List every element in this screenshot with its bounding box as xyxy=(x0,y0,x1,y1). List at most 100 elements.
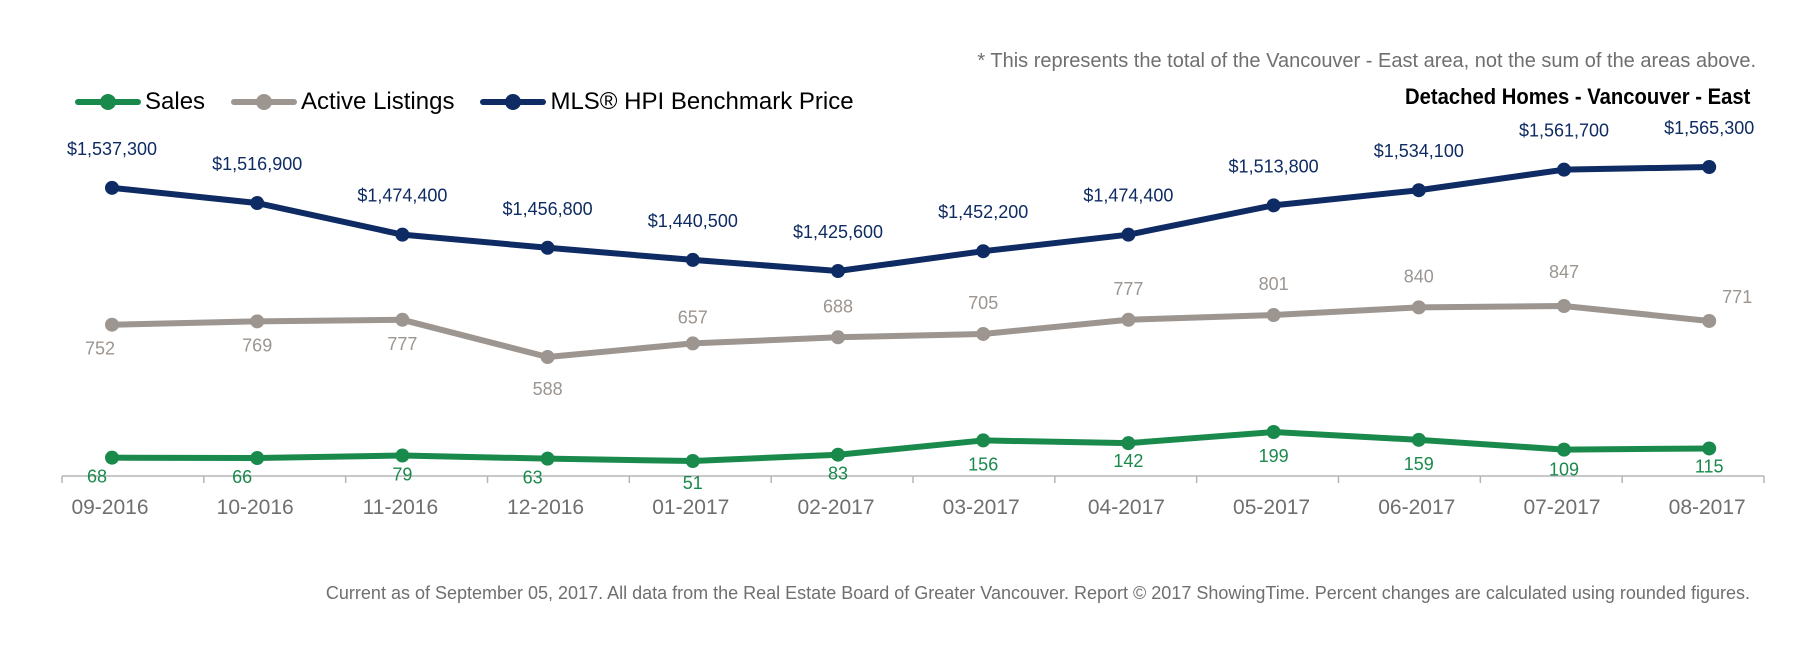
data-point-sales xyxy=(540,451,555,466)
data-point-listings xyxy=(1702,313,1717,328)
data-point-sales xyxy=(1411,432,1426,447)
data-label-hpi: $1,456,800 xyxy=(503,199,593,219)
data-label-hpi: $1,565,300 xyxy=(1664,118,1754,138)
x-tick-label: 06-2017 xyxy=(1378,496,1455,519)
data-point-sales xyxy=(976,433,991,448)
data-point-hpi xyxy=(540,240,555,255)
x-tick-label: 10-2016 xyxy=(217,496,294,519)
series-line-listings xyxy=(109,303,1713,360)
data-point-listings xyxy=(685,336,700,351)
x-tick-label: 12-2016 xyxy=(507,496,584,519)
data-label-hpi: $1,474,400 xyxy=(1083,186,1173,206)
data-point-listings xyxy=(395,312,410,327)
data-label-listings: 769 xyxy=(242,335,272,355)
data-label-sales: 68 xyxy=(87,467,107,487)
data-point-listings xyxy=(1121,312,1136,327)
data-point-sales xyxy=(685,454,700,468)
data-point-sales xyxy=(395,448,410,463)
data-label-listings: 777 xyxy=(387,334,417,354)
data-label-sales: 115 xyxy=(1695,456,1724,476)
data-point-listings xyxy=(976,326,991,341)
series-line-sales xyxy=(109,429,1713,464)
data-label-listings: 752 xyxy=(85,339,115,359)
x-tick-label: 09-2016 xyxy=(71,496,148,519)
data-label-listings: 847 xyxy=(1549,262,1579,282)
data-point-sales xyxy=(1266,425,1281,439)
footnote-area-note: * This represents the total of the Vanco… xyxy=(977,50,1756,72)
legend-label-hpi: MLS® HPI Benchmark Price xyxy=(550,88,854,115)
data-point-hpi xyxy=(1411,183,1426,198)
data-label-sales: 51 xyxy=(683,473,703,493)
data-label-hpi: $1,474,400 xyxy=(357,186,447,206)
data-point-sales xyxy=(831,447,845,462)
data-label-sales: 63 xyxy=(523,468,543,488)
data-label-listings: 840 xyxy=(1404,266,1434,286)
x-tick-label: 08-2017 xyxy=(1669,496,1746,519)
data-label-hpi: $1,516,900 xyxy=(212,154,302,174)
data-label-listings: 771 xyxy=(1722,287,1752,307)
data-label-listings: 705 xyxy=(968,293,998,313)
data-point-sales xyxy=(105,450,119,465)
data-label-listings: 588 xyxy=(533,379,563,399)
data-point-listings xyxy=(831,330,845,345)
legend-item-hpi: MLS® HPI Benchmark Price xyxy=(480,88,854,116)
x-tick-label: 01-2017 xyxy=(652,496,729,519)
data-point-hpi xyxy=(250,196,265,211)
chart-title: Detached Homes - Vancouver - East xyxy=(1404,84,1750,109)
data-label-listings: 777 xyxy=(1113,279,1143,299)
data-point-hpi xyxy=(1266,198,1281,213)
data-point-sales xyxy=(1702,441,1717,456)
data-label-hpi: $1,440,500 xyxy=(648,211,738,231)
x-tick-label: 03-2017 xyxy=(943,496,1020,519)
x-tick-label: 11-2016 xyxy=(363,496,439,519)
data-point-listings xyxy=(1557,299,1571,313)
data-label-sales: 83 xyxy=(828,464,848,484)
data-label-hpi: $1,425,600 xyxy=(793,222,883,242)
legend-item-sales: Sales xyxy=(75,88,205,116)
legend-item-active-listings: Active Listings xyxy=(231,88,454,116)
data-point-hpi xyxy=(685,252,700,267)
data-label-hpi: $1,534,100 xyxy=(1374,141,1464,161)
data-label-sales: 66 xyxy=(232,467,252,487)
x-tick-label: 04-2017 xyxy=(1088,496,1165,519)
data-point-listings xyxy=(1411,300,1426,315)
data-point-hpi xyxy=(1702,160,1717,174)
legend-label-sales: Sales xyxy=(145,88,206,115)
data-point-hpi xyxy=(1557,162,1571,177)
data-label-sales: 109 xyxy=(1549,460,1579,480)
data-point-hpi xyxy=(1121,227,1136,242)
data-label-listings: 688 xyxy=(823,296,853,316)
x-tick-label: 07-2017 xyxy=(1523,496,1600,519)
data-label-sales: 79 xyxy=(392,465,412,485)
data-point-listings xyxy=(540,350,555,364)
data-point-sales xyxy=(250,451,265,466)
data-label-sales: 142 xyxy=(1113,451,1143,471)
data-point-hpi xyxy=(976,244,991,259)
data-label-listings: 801 xyxy=(1259,274,1289,294)
data-label-hpi: $1,537,300 xyxy=(67,139,157,159)
data-label-hpi: $1,561,700 xyxy=(1519,121,1609,141)
x-tick-label: 05-2017 xyxy=(1233,496,1310,519)
data-point-hpi xyxy=(395,227,410,242)
data-point-hpi xyxy=(105,180,119,195)
legend-swatch-sales xyxy=(75,94,141,110)
series-line-hpi xyxy=(109,164,1713,274)
data-point-listings xyxy=(1266,308,1281,323)
data-point-sales xyxy=(1121,436,1136,451)
data-label-hpi: $1,513,800 xyxy=(1229,156,1319,176)
legend-swatch-active-listings xyxy=(231,94,298,110)
x-tick-label: 02-2017 xyxy=(797,496,874,519)
data-point-hpi xyxy=(831,264,845,278)
chart-legend: Sales Active Listings MLS® HPI Benchmark… xyxy=(75,88,880,116)
legend-label-active-listings: Active Listings xyxy=(301,88,455,115)
data-point-sales xyxy=(1557,442,1571,457)
data-label-sales: 159 xyxy=(1404,454,1434,474)
data-label-listings: 657 xyxy=(678,307,708,327)
legend-swatch-hpi xyxy=(480,94,547,110)
data-label-sales: 199 xyxy=(1259,446,1289,466)
footer-source-note: Current as of September 05, 2017. All da… xyxy=(325,583,1750,603)
data-label-hpi: $1,452,200 xyxy=(938,202,1028,222)
data-point-listings xyxy=(250,314,265,329)
data-label-sales: 156 xyxy=(968,454,998,474)
